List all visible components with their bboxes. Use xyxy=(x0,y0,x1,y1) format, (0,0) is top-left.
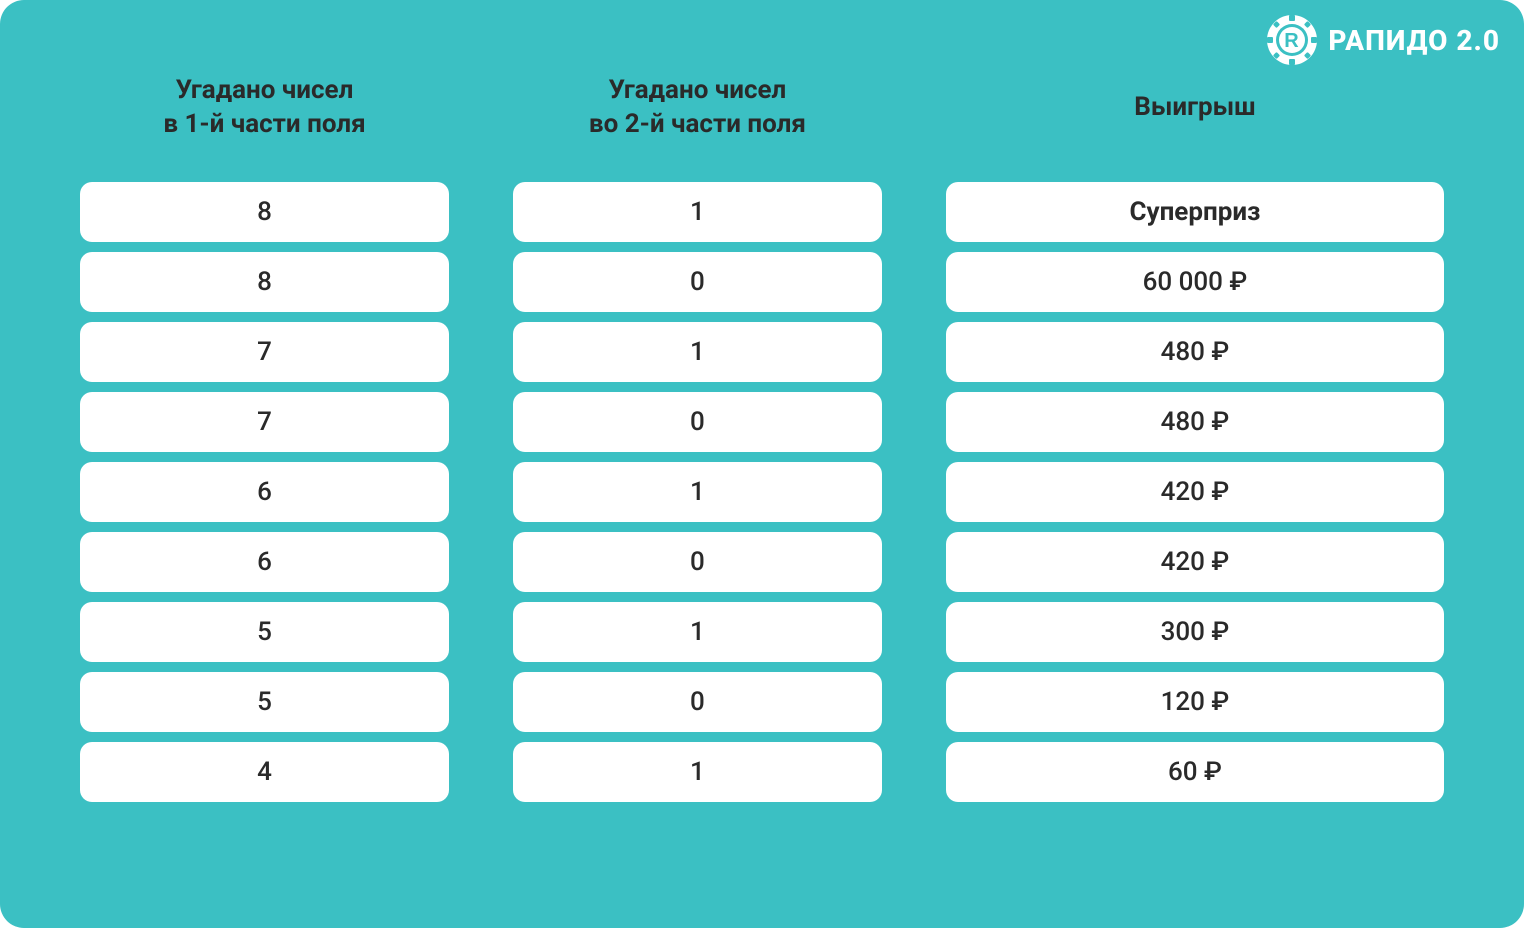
cell-part2: 0 xyxy=(513,672,882,732)
cell-part1: 7 xyxy=(80,392,449,452)
cell-prize: 60 ₽ xyxy=(946,742,1444,802)
cell-part1: 7 xyxy=(80,322,449,382)
cell-part1: 5 xyxy=(80,672,449,732)
cells-prize: Суперприз 60 000 ₽ 480 ₽ 480 ₽ 420 ₽ 420 ₽ 300… xyxy=(946,182,1444,802)
column-header-prize: Выигрыш xyxy=(946,72,1444,144)
cell-part1: 5 xyxy=(80,602,449,662)
cell-prize: 120 ₽ xyxy=(946,672,1444,732)
cell-part1: 6 xyxy=(80,462,449,522)
brand-logo: R РАПИДО 2.0 xyxy=(1266,14,1500,66)
cell-part2: 1 xyxy=(513,742,882,802)
cell-prize: 480 ₽ xyxy=(946,392,1444,452)
cell-part1: 8 xyxy=(80,252,449,312)
cell-prize: 60 000 ₽ xyxy=(946,252,1444,312)
prize-table-card: R РАПИДО 2.0 Угадано чисел в 1-й части п… xyxy=(0,0,1524,928)
cell-part2: 0 xyxy=(513,252,882,312)
prize-table: Угадано чисел в 1-й части поля887766554У… xyxy=(80,72,1444,802)
cells-part1: 8 8 7 7 6 6 5 5 4 xyxy=(80,182,449,802)
column-header-part2: Угадано чисел во 2-й части поля xyxy=(513,72,882,144)
cell-prize: 480 ₽ xyxy=(946,322,1444,382)
cell-prize: 420 ₽ xyxy=(946,532,1444,592)
cell-prize: 420 ₽ xyxy=(946,462,1444,522)
column-part1: Угадано чисел в 1-й части поля 8 8 7 7 6 6 5 5 4 xyxy=(80,72,449,802)
cell-part2: 0 xyxy=(513,532,882,592)
rapido-chip-icon: R xyxy=(1266,14,1318,66)
cell-part2: 0 xyxy=(513,392,882,452)
cell-part1: 4 xyxy=(80,742,449,802)
cell-part2: 1 xyxy=(513,322,882,382)
cell-prize: Суперприз xyxy=(946,182,1444,242)
cell-prize: 300 ₽ xyxy=(946,602,1444,662)
column-part2: Угадано чисел во 2-й части поля 1 0 1 0 1 0 1 0 1 xyxy=(513,72,882,802)
cells-part2: 1 0 1 0 1 0 1 0 1 xyxy=(513,182,882,802)
cell-part2: 1 xyxy=(513,182,882,242)
cell-part1: 8 xyxy=(80,182,449,242)
cell-part2: 1 xyxy=(513,462,882,522)
chip-letter: R xyxy=(1285,30,1300,52)
column-prize: Выигрыш Суперприз 60 000 ₽ 480 ₽ 480 ₽ 420 ₽ 4… xyxy=(946,72,1444,802)
column-header-part1: Угадано чисел в 1-й части поля xyxy=(80,72,449,144)
cell-part2: 1 xyxy=(513,602,882,662)
cell-part1: 6 xyxy=(80,532,449,592)
brand-text: РАПИДО 2.0 xyxy=(1328,24,1500,57)
